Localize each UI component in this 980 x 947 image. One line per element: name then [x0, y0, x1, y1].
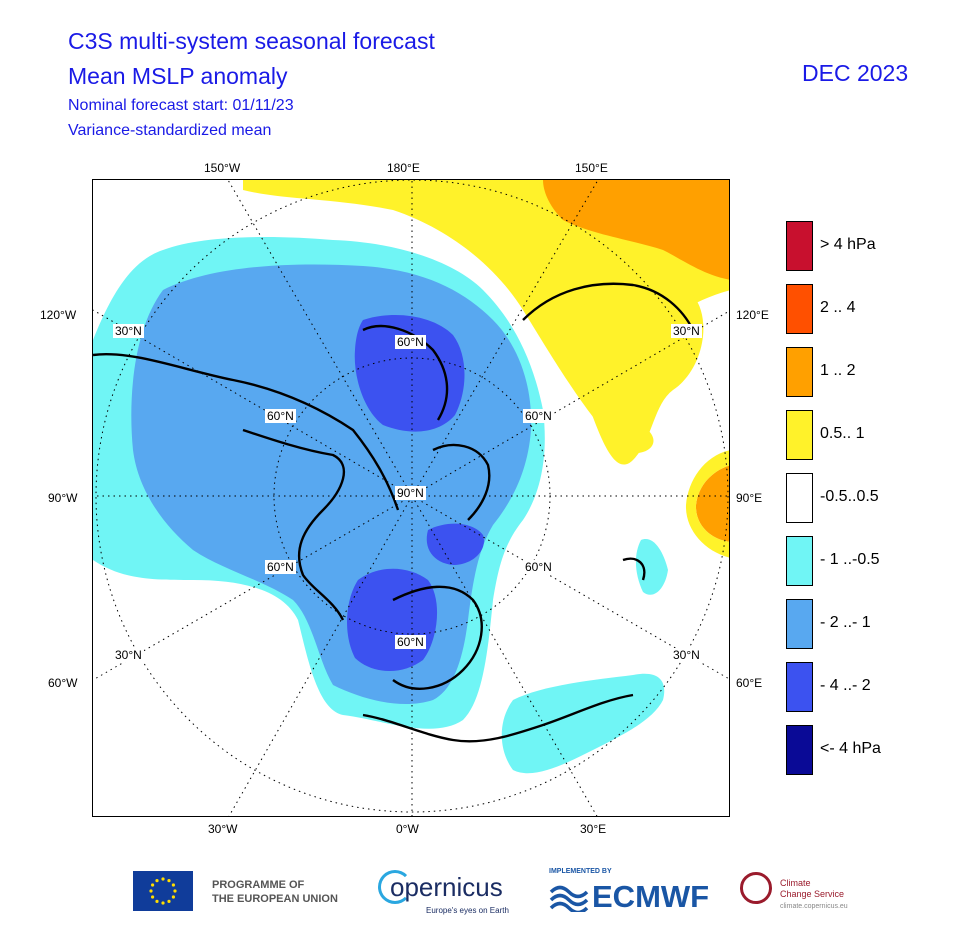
legend-label-5: - 1 ..-0.5 [820, 551, 880, 568]
legend-label-4: -0.5..0.5 [820, 488, 879, 505]
anomaly-orange-east [695, 465, 729, 542]
graticule [93, 180, 729, 816]
edge-label-right-60e: 60°E [736, 676, 763, 690]
anomaly-cyan-med [501, 673, 665, 774]
eu-line2: THE EUROPEAN UNION [212, 893, 338, 905]
c3s-url: climate.copernicus.eu [780, 903, 848, 910]
subtitle-forecast-start: Nominal forecast start: 01/11/23 [68, 97, 294, 114]
edge-label-left-90w: 90°W [48, 491, 78, 505]
lat-label-60n-right-lower: 60°N [523, 560, 554, 574]
lat-label-90n: 90°N [395, 486, 426, 500]
valid-period: DEC 2023 [802, 60, 909, 86]
legend-label-3: 0.5.. 1 [820, 425, 865, 442]
legend-swatch-5 [786, 536, 813, 586]
edge-label-top-150w: 150°W [204, 161, 241, 175]
anomaly-darkblue-pole [354, 315, 465, 432]
legend-label-1: 2 .. 4 [820, 299, 856, 316]
lat-label-60n-top: 60°N [395, 335, 426, 349]
lat-label-60n-bottom: 60°N [395, 635, 426, 649]
coastlines [93, 282, 695, 743]
copernicus-wordmark: opernicus [390, 872, 503, 902]
title-line2: Mean MSLP anomaly [68, 63, 288, 89]
edge-label-right-90e: 90°E [736, 491, 763, 505]
edge-label-top-150e: 150°E [575, 161, 608, 175]
lat-label-60n-right-upper: 60°N [523, 409, 554, 423]
legend-swatch-2 [786, 347, 813, 397]
edge-label-left-60w: 60°W [48, 676, 78, 690]
legend-label-7: - 4 ..- 2 [820, 677, 871, 694]
anomaly-cyan-asia [635, 539, 668, 595]
ecmwf-wordmark: ECMWF [592, 879, 710, 914]
c3s-line1: Climate [780, 878, 811, 888]
edge-label-right-120e: 120°E [736, 308, 769, 322]
c3s-name: Climate Change Service [780, 878, 844, 900]
footer-logos: PROGRAMME OF THE EUROPEAN UNION opernicu… [0, 860, 980, 947]
lat-label-30n-left-upper: 30°N [113, 324, 144, 338]
legend-swatch-0 [786, 221, 813, 271]
eu-stars-icon [149, 877, 177, 905]
edge-label-bottom-30w: 30°W [208, 822, 238, 836]
eu-line1: PROGRAMME OF [212, 879, 305, 891]
lat-label-60n-left-upper: 60°N [265, 409, 296, 423]
legend-label-0: > 4 hPa [820, 236, 876, 253]
ecmwf-implemented-by: IMPLEMENTED BY [549, 868, 612, 875]
copernicus-c-icon [378, 870, 412, 904]
legend-swatch-7 [786, 662, 813, 712]
edge-label-bottom-0w: 0°W [396, 822, 419, 836]
copernicus-tagline: Europe's eyes on Earth [426, 906, 509, 915]
subtitle-method: Variance-standardized mean [68, 122, 272, 139]
legend-swatch-3 [786, 410, 813, 460]
anomaly-darkblue-kara [426, 523, 484, 565]
eu-flag-icon [133, 871, 193, 911]
legend-label-6: - 2 ..- 1 [820, 614, 871, 631]
eu-programme-text: PROGRAMME OF THE EUROPEAN UNION [212, 878, 338, 906]
lat-label-30n-right-lower: 30°N [671, 648, 702, 662]
edge-label-left-120w: 120°W [40, 308, 77, 322]
legend-label-2: 1 .. 2 [820, 362, 856, 379]
anomaly-map-svg [93, 180, 729, 816]
lat-label-30n-left-lower: 30°N [113, 648, 144, 662]
lat-label-60n-left-lower: 60°N [265, 560, 296, 574]
c3s-line2: Change Service [780, 889, 845, 899]
edge-label-bottom-30e: 30°E [580, 822, 607, 836]
title-line1: C3S multi-system seasonal forecast [68, 28, 435, 54]
legend-swatch-4 [786, 473, 813, 523]
anomaly-map: 60°N 60°N 60°N 60°N 60°N 60°N 30°N 30°N … [92, 179, 730, 817]
ecmwf-waves-icon [549, 885, 589, 912]
legend-swatch-6 [786, 599, 813, 649]
legend-swatch-1 [786, 284, 813, 334]
anomaly-yellow-asia [560, 290, 704, 465]
anomaly-orange-pacific [543, 180, 729, 280]
c3s-thermometer-icon [740, 872, 772, 904]
edge-label-top-180e: 180°E [387, 161, 420, 175]
legend-label-8: <- 4 hPa [820, 740, 881, 757]
anomaly-yellow-east [685, 450, 729, 558]
legend-swatch-8 [786, 725, 813, 775]
anomaly-darkblue-atlantic [347, 568, 438, 672]
lat-label-30n-right-upper: 30°N [671, 324, 702, 338]
